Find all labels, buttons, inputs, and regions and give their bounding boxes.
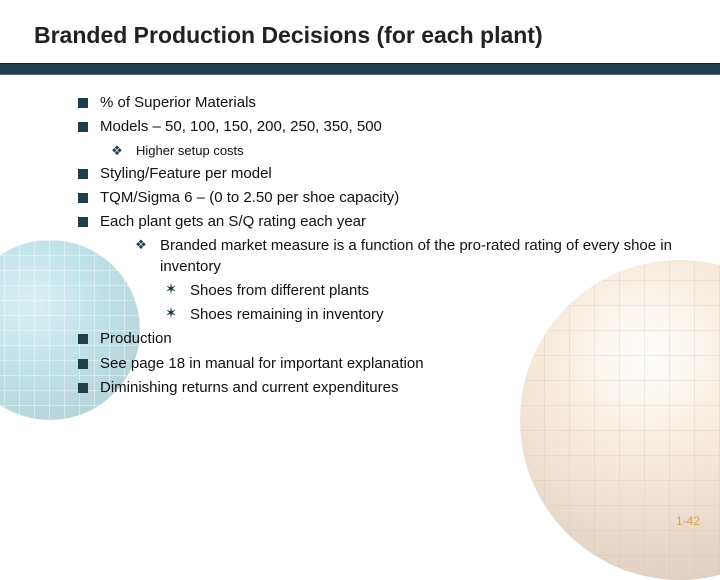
title-rule [0,63,720,75]
bullet-text: See page 18 in manual for important expl… [100,354,424,374]
subsub-bullet-text: Shoes remaining in inventory [190,305,383,325]
star-bullet-icon: ✶ [164,305,178,323]
bullet-item: Production [78,329,690,349]
bullet-text: Production [100,329,172,349]
bullet-item: TQM/Sigma 6 – (0 to 2.50 per shoe capaci… [78,188,690,208]
square-bullet-icon [78,383,88,393]
bullet-text: Diminishing returns and current expendit… [100,378,398,398]
bullet-item: Models – 50, 100, 150, 200, 250, 350, 50… [78,117,690,137]
sub-bullet-item: ❖ Branded market measure is a function o… [134,236,690,277]
subsub-bullet-text: Shoes from different plants [190,281,369,301]
subsub-bullet-item: ✶ Shoes remaining in inventory [164,305,690,325]
square-bullet-icon [78,193,88,203]
bullet-text: % of Superior Materials [100,93,256,113]
content-area: % of Superior Materials Models – 50, 100… [0,75,720,398]
bullet-text: Styling/Feature per model [100,164,272,184]
sub-bullet-text: Higher setup costs [136,142,244,160]
bullet-item: % of Superior Materials [78,93,690,113]
sub-bullet-item: ❖ Higher setup costs [110,142,690,160]
page-number: 1-42 [676,514,700,528]
bullet-text: Each plant gets an S/Q rating each year [100,212,366,232]
square-bullet-icon [78,217,88,227]
diamond-bullet-icon: ❖ [110,142,124,160]
bullet-item: Each plant gets an S/Q rating each year [78,212,690,232]
square-bullet-icon [78,98,88,108]
bullet-item: Styling/Feature per model [78,164,690,184]
bullet-text: TQM/Sigma 6 – (0 to 2.50 per shoe capaci… [100,188,399,208]
bullet-item: Diminishing returns and current expendit… [78,378,690,398]
bullet-item: See page 18 in manual for important expl… [78,354,690,374]
square-bullet-icon [78,359,88,369]
square-bullet-icon [78,169,88,179]
square-bullet-icon [78,334,88,344]
slide-title: Branded Production Decisions (for each p… [0,0,720,49]
subsub-bullet-item: ✶ Shoes from different plants [164,281,690,301]
bullet-text: Models – 50, 100, 150, 200, 250, 350, 50… [100,117,382,137]
sub-bullet-text: Branded market measure is a function of … [160,236,690,277]
star-bullet-icon: ✶ [164,281,178,299]
diamond-bullet-icon: ❖ [134,236,148,254]
square-bullet-icon [78,122,88,132]
